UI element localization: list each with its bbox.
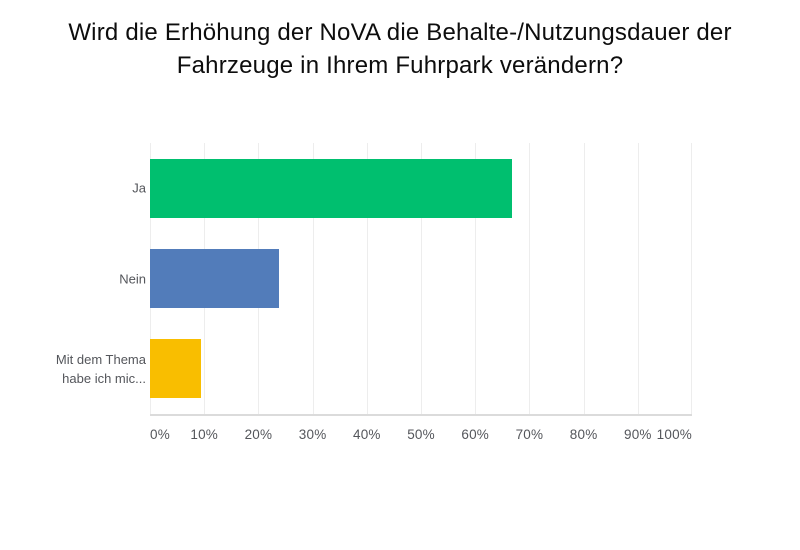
- bar-nein: [150, 249, 279, 308]
- gridline-70%: [529, 143, 531, 414]
- category-label-1: Ja: [132, 180, 146, 196]
- bar-row-2: [150, 233, 692, 323]
- bar-mit-dem-thema-habe-ich-mic: [150, 339, 202, 399]
- x-tick-label-100%: 100%: [656, 427, 692, 442]
- chart-title: Wird die Erhöhung der NoVA die Behalte-/…: [0, 16, 800, 82]
- gridline-60%: [475, 143, 477, 414]
- bar-ja: [150, 158, 512, 218]
- gridline-40%: [366, 143, 368, 414]
- x-tick-label-0%: 0%: [150, 427, 170, 442]
- category-label-2: Nein: [119, 271, 146, 286]
- chart-title-line-2: Fahrzeuge in Ihrem Fuhrpark verändern?: [176, 52, 624, 79]
- x-tick-label-70%: 70%: [515, 427, 544, 442]
- x-axis: 0% 10% 20% 30% 40% 50% 60% 70% 80% 90% 100%: [150, 416, 692, 450]
- bar-row-1: [150, 143, 692, 233]
- x-tick-label-40%: 40%: [352, 427, 381, 442]
- gridline-100%: [691, 143, 692, 414]
- x-tick-label-60%: 60%: [461, 427, 489, 442]
- x-tick-label-10%: 10%: [190, 427, 218, 442]
- x-tick-label-80%: 80%: [569, 427, 598, 442]
- category-label-3: Mit dem Thema habe ich mic...: [55, 351, 146, 386]
- plot-area: [150, 143, 692, 416]
- gridline-30%: [312, 143, 314, 414]
- x-tick-label-90%: 90%: [623, 427, 652, 442]
- chart-title-line-1: Wird die Erhöhung der NoVA die Behalte-/…: [68, 19, 732, 46]
- gridline-90%: [637, 143, 639, 414]
- x-tick-label-50%: 50%: [407, 427, 435, 442]
- bar-rows: [150, 143, 692, 414]
- x-tick-label-20%: 20%: [244, 427, 273, 442]
- x-tick-label-30%: 30%: [298, 427, 327, 442]
- gridline-80%: [583, 143, 585, 414]
- bar-row-3: [150, 324, 692, 414]
- category-axis: Ja Nein Mit dem Thema habe ich mic...: [46, 143, 146, 414]
- gridline-50%: [421, 143, 422, 414]
